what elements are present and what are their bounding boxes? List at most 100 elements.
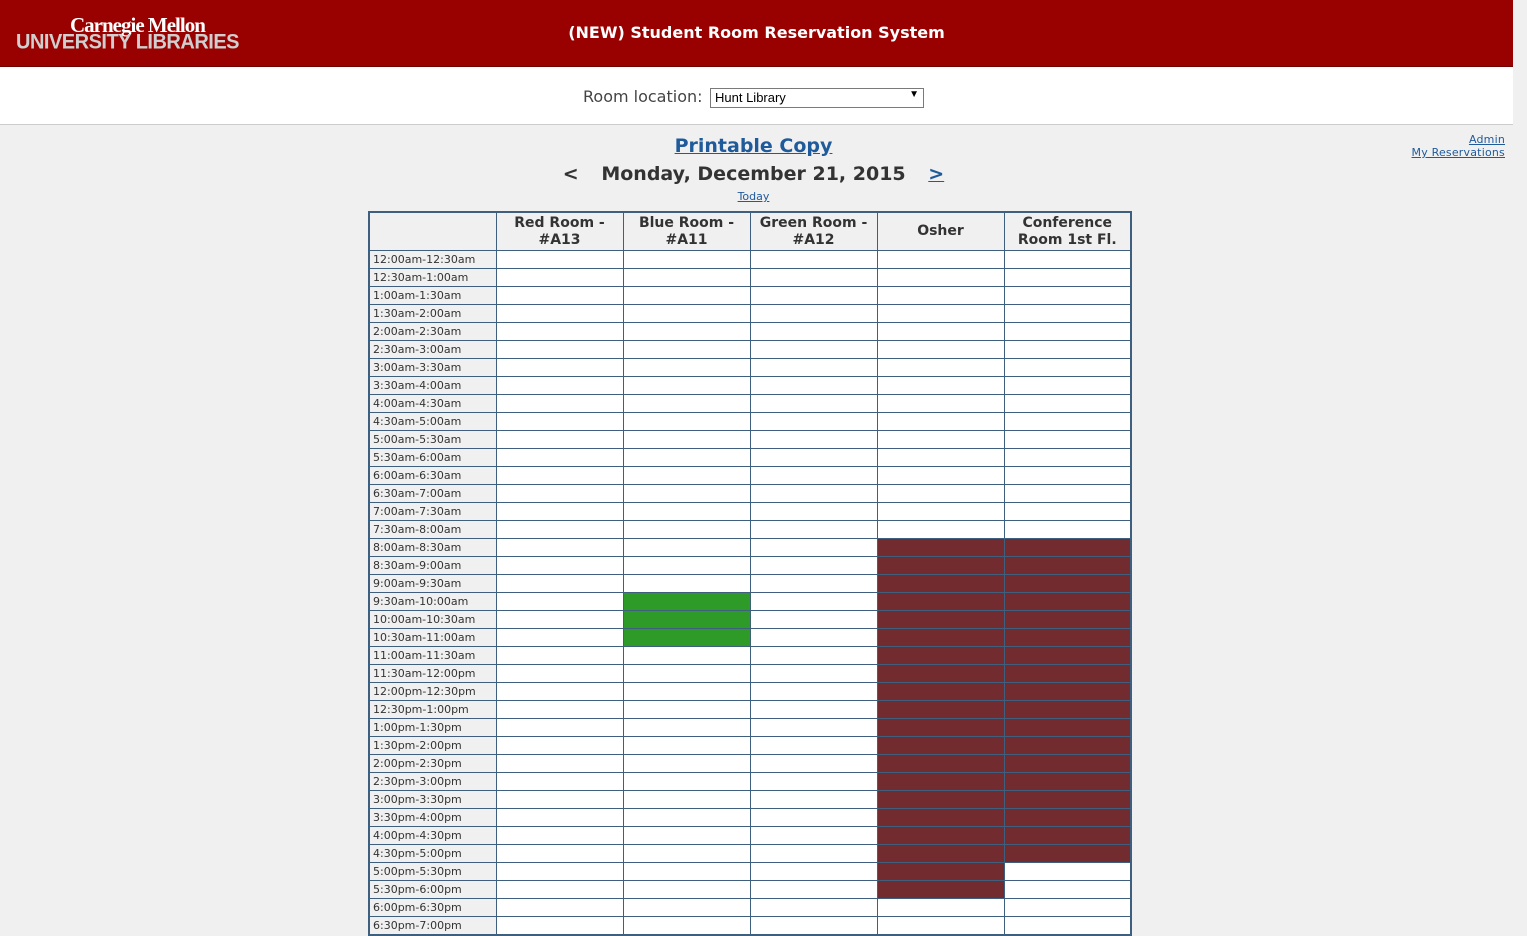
available-slot-cell[interactable] [749,790,878,809]
available-slot-cell[interactable] [749,412,878,431]
available-slot-cell[interactable] [622,502,751,521]
available-slot-cell[interactable] [876,466,1005,485]
available-slot-cell[interactable] [749,682,878,701]
available-slot-cell[interactable] [622,322,751,341]
available-slot-cell[interactable] [495,808,624,827]
available-slot-cell[interactable] [876,340,1005,359]
available-slot-cell[interactable] [622,394,751,413]
available-slot-cell[interactable] [1003,862,1132,881]
available-slot-cell[interactable] [876,520,1005,539]
available-slot-cell[interactable] [749,520,878,539]
available-slot-cell[interactable] [495,718,624,737]
available-slot-cell[interactable] [622,484,751,503]
available-slot-cell[interactable] [495,592,624,611]
available-slot-cell[interactable] [622,556,751,575]
available-slot-cell[interactable] [749,646,878,665]
my-reservations-link[interactable]: My Reservations [1411,146,1505,159]
available-slot-cell[interactable] [1003,484,1132,503]
available-slot-cell[interactable] [749,502,878,521]
available-slot-cell[interactable] [622,286,751,305]
available-slot-cell[interactable] [749,304,878,323]
available-slot-cell[interactable] [495,700,624,719]
available-slot-cell[interactable] [495,844,624,863]
available-slot-cell[interactable] [495,664,624,683]
available-slot-cell[interactable] [1003,286,1132,305]
available-slot-cell[interactable] [495,628,624,647]
available-slot-cell[interactable] [749,268,878,287]
available-slot-cell[interactable] [622,574,751,593]
available-slot-cell[interactable] [495,646,624,665]
available-slot-cell[interactable] [1003,466,1132,485]
available-slot-cell[interactable] [1003,448,1132,467]
available-slot-cell[interactable] [495,358,624,377]
available-slot-cell[interactable] [876,916,1005,936]
available-slot-cell[interactable] [749,376,878,395]
my-reservation-cell[interactable] [622,592,751,611]
available-slot-cell[interactable] [495,610,624,629]
available-slot-cell[interactable] [622,466,751,485]
available-slot-cell[interactable] [1003,358,1132,377]
available-slot-cell[interactable] [749,772,878,791]
available-slot-cell[interactable] [749,736,878,755]
available-slot-cell[interactable] [749,664,878,683]
available-slot-cell[interactable] [1003,880,1132,899]
available-slot-cell[interactable] [876,250,1005,269]
previous-day-button[interactable]: < [562,163,579,185]
available-slot-cell[interactable] [749,250,878,269]
available-slot-cell[interactable] [495,484,624,503]
available-slot-cell[interactable] [749,808,878,827]
available-slot-cell[interactable] [749,430,878,449]
available-slot-cell[interactable] [749,394,878,413]
available-slot-cell[interactable] [495,376,624,395]
available-slot-cell[interactable] [1003,250,1132,269]
available-slot-cell[interactable] [622,880,751,899]
available-slot-cell[interactable] [495,754,624,773]
available-slot-cell[interactable] [622,304,751,323]
available-slot-cell[interactable] [749,880,878,899]
available-slot-cell[interactable] [749,556,878,575]
available-slot-cell[interactable] [749,898,878,917]
available-slot-cell[interactable] [1003,430,1132,449]
next-day-button[interactable]: > [928,163,945,185]
available-slot-cell[interactable] [622,376,751,395]
available-slot-cell[interactable] [622,358,751,377]
available-slot-cell[interactable] [622,268,751,287]
available-slot-cell[interactable] [495,502,624,521]
available-slot-cell[interactable] [876,394,1005,413]
admin-link[interactable]: Admin [1468,133,1505,146]
available-slot-cell[interactable] [749,754,878,773]
available-slot-cell[interactable] [1003,520,1132,539]
available-slot-cell[interactable] [622,772,751,791]
available-slot-cell[interactable] [749,322,878,341]
available-slot-cell[interactable] [622,448,751,467]
available-slot-cell[interactable] [749,484,878,503]
available-slot-cell[interactable] [749,610,878,629]
available-slot-cell[interactable] [622,520,751,539]
available-slot-cell[interactable] [622,844,751,863]
available-slot-cell[interactable] [749,286,878,305]
available-slot-cell[interactable] [495,430,624,449]
available-slot-cell[interactable] [495,250,624,269]
available-slot-cell[interactable] [495,862,624,881]
my-reservation-cell[interactable] [622,628,751,647]
available-slot-cell[interactable] [876,322,1005,341]
available-slot-cell[interactable] [495,394,624,413]
available-slot-cell[interactable] [749,340,878,359]
available-slot-cell[interactable] [622,664,751,683]
available-slot-cell[interactable] [495,538,624,557]
available-slot-cell[interactable] [495,448,624,467]
available-slot-cell[interactable] [622,700,751,719]
available-slot-cell[interactable] [495,736,624,755]
available-slot-cell[interactable] [1003,304,1132,323]
available-slot-cell[interactable] [495,322,624,341]
available-slot-cell[interactable] [1003,916,1132,936]
available-slot-cell[interactable] [622,808,751,827]
available-slot-cell[interactable] [495,268,624,287]
available-slot-cell[interactable] [622,646,751,665]
available-slot-cell[interactable] [622,412,751,431]
available-slot-cell[interactable] [495,916,624,936]
available-slot-cell[interactable] [749,448,878,467]
available-slot-cell[interactable] [876,304,1005,323]
available-slot-cell[interactable] [495,286,624,305]
available-slot-cell[interactable] [622,430,751,449]
